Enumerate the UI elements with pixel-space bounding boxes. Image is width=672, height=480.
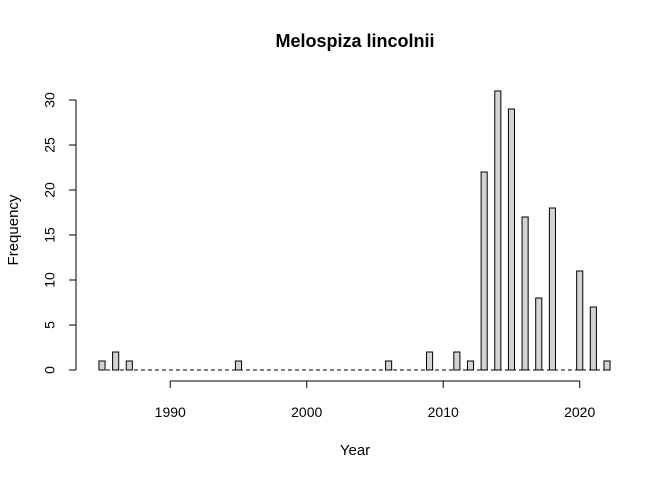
- bar-2015: [507, 108, 516, 371]
- y-tick-label-0: 0: [42, 366, 58, 374]
- x-axis: 1990 2000 2010 2020: [155, 380, 595, 420]
- chart-title: Melospiza lincolnii: [275, 31, 434, 51]
- x-axis-title: Year: [340, 442, 370, 459]
- bar-1986: [112, 351, 120, 371]
- x-tick-label-1990: 1990: [155, 404, 186, 420]
- y-tick-label-10: 10: [42, 272, 58, 288]
- bar-2014: [494, 90, 502, 371]
- bar-2013: [480, 171, 488, 371]
- bar-2022: [603, 360, 611, 371]
- bars-group: [98, 90, 611, 371]
- bar-2018: [548, 207, 556, 371]
- bar-2017: [535, 297, 543, 371]
- x-tick-label-2000: 2000: [291, 404, 322, 420]
- bar-2012: [466, 360, 475, 371]
- bar-2009: [426, 351, 434, 371]
- y-axis-title: Frequency: [5, 194, 22, 265]
- bar-2020: [576, 270, 584, 371]
- y-tick-label-25: 25: [42, 137, 58, 153]
- x-tick-label-2020: 2020: [564, 404, 595, 420]
- x-tick-label-2010: 2010: [428, 404, 459, 420]
- bar-1995: [234, 360, 243, 371]
- y-tick-label-5: 5: [42, 321, 58, 329]
- bar-2011: [453, 351, 461, 371]
- y-tick-label-20: 20: [42, 182, 58, 198]
- bar-2021: [589, 306, 597, 371]
- y-tick-label-15: 15: [42, 227, 58, 243]
- bar-2016: [521, 216, 529, 371]
- y-axis: 0 5 10 15 20 25 30: [42, 92, 77, 374]
- bar-2006: [385, 360, 393, 371]
- bar-1985: [98, 360, 106, 371]
- y-tick-label-30: 30: [42, 92, 58, 108]
- bar-1987: [125, 360, 133, 371]
